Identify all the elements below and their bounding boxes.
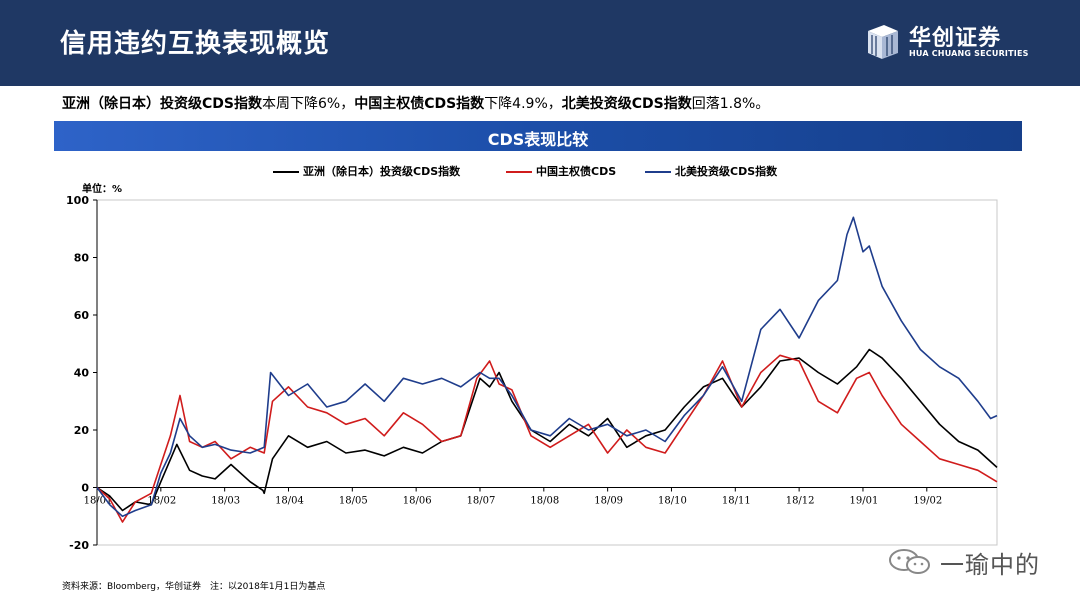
- header-bar: 信用违约互换表现概览 华创证券 HUA CHUANG SECURITIES: [0, 0, 1080, 86]
- summary-na-label: 北美投资级CDS指数: [561, 96, 692, 112]
- summary-na-text: 回落1.8%。: [691, 96, 770, 112]
- x-tick-label: 18/04: [275, 496, 304, 507]
- x-tick-label: 18/03: [211, 496, 240, 507]
- x-tick-label: 18/08: [530, 496, 559, 507]
- y-tick-label: 20: [74, 424, 90, 437]
- x-tick-label: 18/09: [594, 496, 623, 507]
- y-tick-label: 0: [81, 482, 89, 495]
- x-tick-label: 19/02: [913, 496, 942, 507]
- legend-label-china: 中国主权债CDS: [536, 165, 617, 178]
- watermark: 一瑜中的: [888, 544, 1058, 579]
- logo-text-cn: 华创证券: [909, 26, 1002, 51]
- summary-text: 亚洲（除日本）投资级CDS指数本周下降6%，中国主权债CDS指数下降4.9%，北…: [62, 93, 769, 113]
- legend-swatch-china: [506, 171, 532, 173]
- summary-asia-text: 本周下降6%，: [261, 96, 355, 112]
- x-tick-label: 18/01: [84, 496, 113, 507]
- y-tick-label: -20: [69, 539, 89, 552]
- wechat-icon: [889, 549, 930, 574]
- chart-legend: 亚洲（除日本）投资级CDS指数 中国主权债CDS 北美投资级CDS指数: [0, 163, 1080, 181]
- chart-title: CDS表现比较: [487, 130, 589, 149]
- logo-text-en: HUA CHUANG SECURITIES: [909, 49, 1029, 58]
- x-tick-label: 18/11: [722, 496, 751, 507]
- plot-area-border: [96, 199, 998, 546]
- y-tick-label: 60: [74, 309, 90, 322]
- legend-item-asia: 亚洲（除日本）投资级CDS指数: [273, 163, 460, 179]
- y-tick-label: 100: [66, 194, 89, 207]
- legend-label-asia: 亚洲（除日本）投资级CDS指数: [303, 165, 461, 178]
- legend-item-china: 中国主权债CDS: [506, 163, 616, 179]
- y-tick-label: 80: [74, 252, 90, 265]
- logo-cube-icon: [868, 25, 898, 59]
- x-tick-label: 18/02: [147, 496, 176, 507]
- company-logo: 华创证券 HUA CHUANG SECURITIES: [862, 18, 1062, 64]
- x-tick-label: 18/06: [403, 496, 432, 507]
- unit-label: 单位：%: [82, 184, 123, 195]
- legend-item-na: 北美投资级CDS指数: [645, 163, 777, 179]
- legend-swatch-na: [645, 171, 671, 173]
- summary-china-text: 下降4.9%，: [484, 96, 562, 112]
- series-line-asia: [96, 348, 998, 512]
- source-note: 资料来源：Bloomberg，华创证券 注：以2018年1月1日为基点: [62, 582, 326, 592]
- page-title: 信用违约互换表现概览: [60, 29, 331, 59]
- x-tick-label: 18/12: [786, 496, 815, 507]
- watermark-text: 一瑜中的: [940, 551, 1040, 579]
- x-tick-label: 18/07: [467, 496, 496, 507]
- chart-banner: CDS表现比较: [54, 121, 1022, 151]
- legend-swatch-asia: [273, 171, 299, 173]
- series-line-na: [96, 216, 998, 518]
- x-tick-label: 18/05: [339, 496, 368, 507]
- summary-china-label: 中国主权债CDS指数: [354, 96, 485, 112]
- legend-label-na: 北美投资级CDS指数: [675, 165, 778, 178]
- y-tick-label: 40: [74, 367, 90, 380]
- summary-asia-label: 亚洲（除日本）投资级CDS指数: [62, 96, 262, 112]
- x-tick-label: 19/01: [850, 496, 879, 507]
- x-tick-label: 18/10: [658, 496, 687, 507]
